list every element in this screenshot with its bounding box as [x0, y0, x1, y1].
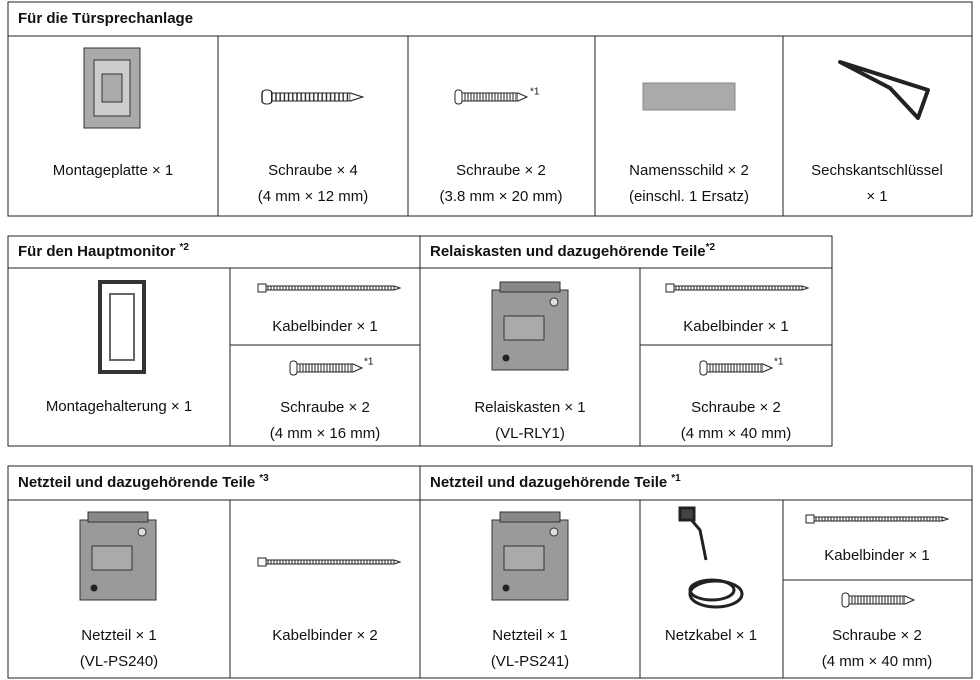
header-title: Relaiskasten und dazugehörende Teile — [430, 243, 706, 260]
bracket-icon — [98, 280, 146, 374]
item-label: Sechskantschlüssel — [811, 162, 943, 179]
item-label: Montageplatte × 1 — [53, 162, 174, 179]
hex-key-icon — [838, 60, 930, 120]
footnote-mark: *3 — [259, 473, 269, 484]
header-title: Netzteil und dazugehörende Teile — [18, 474, 255, 491]
item-label: Relaiskasten × 1 — [474, 399, 585, 416]
section-header: Relaiskasten und dazugehörende Teile*2 — [430, 242, 716, 260]
item-detail: (VL-PS240) — [80, 653, 158, 670]
item-label: Netzteil × 1 — [81, 627, 156, 644]
footnote-mark: *1 — [364, 357, 374, 368]
item-detail: (VL-RLY1) — [495, 425, 565, 442]
section-header: Netzteil und dazugehörende Teile *3 — [18, 473, 269, 491]
header-title: Netzteil und dazugehörende Teile — [430, 474, 667, 491]
power-supply-icon — [491, 511, 569, 601]
section-header: Für den Hauptmonitor *2 — [18, 242, 189, 260]
name-plate-icon — [642, 82, 736, 111]
screw-icon — [289, 360, 363, 376]
section-header: Netzteil und dazugehörende Teile *1 — [430, 473, 681, 491]
item-detail: (VL-PS241) — [491, 653, 569, 670]
item-label: Montagehalterung × 1 — [46, 398, 192, 415]
footnote-mark: *1 — [530, 87, 540, 98]
screw-icon — [454, 89, 528, 105]
section-header: Für die Türsprechanlage — [18, 10, 193, 27]
cable-tie-icon — [257, 557, 401, 567]
footnote-mark: *2 — [706, 242, 716, 253]
screw-icon — [841, 592, 915, 608]
header-title: Für den Hauptmonitor — [18, 243, 176, 260]
item-detail: (einschl. 1 Ersatz) — [629, 188, 749, 205]
mounting-plate-icon — [83, 47, 141, 129]
cable-tie-icon — [805, 514, 949, 524]
item-detail: (4 mm × 40 mm) — [681, 425, 791, 442]
footnote-mark: *1 — [671, 473, 681, 484]
table-frame — [7, 1, 973, 217]
power-cable-icon — [678, 506, 744, 609]
item-label: Schraube × 2 — [456, 162, 546, 179]
table-frame — [7, 465, 973, 679]
item-detail: (4 mm × 12 mm) — [258, 188, 368, 205]
item-label: Kabelbinder × 1 — [683, 318, 789, 335]
screw-icon — [261, 89, 364, 105]
item-label: Namensschild × 2 — [629, 162, 749, 179]
item-detail: (4 mm × 40 mm) — [822, 653, 932, 670]
cable-tie-icon — [257, 283, 401, 293]
item-label: Schraube × 2 — [832, 627, 922, 644]
screw-icon — [699, 360, 773, 376]
item-detail: (3.8 mm × 20 mm) — [440, 188, 563, 205]
power-supply-icon — [79, 511, 157, 601]
item-label: Schraube × 2 — [691, 399, 781, 416]
item-detail: (4 mm × 16 mm) — [270, 425, 380, 442]
item-label: Netzteil × 1 — [492, 627, 567, 644]
item-label: Schraube × 4 — [268, 162, 358, 179]
item-label: Kabelbinder × 1 — [824, 547, 930, 564]
item-label: Netzkabel × 1 — [665, 627, 757, 644]
cable-tie-icon — [665, 283, 809, 293]
item-label: Kabelbinder × 1 — [272, 318, 378, 335]
footnote-mark: *1 — [774, 357, 784, 368]
item-label: Schraube × 2 — [280, 399, 370, 416]
relay-box-icon — [491, 281, 569, 371]
footnote-mark: *2 — [180, 242, 190, 253]
item-detail: × 1 — [866, 188, 887, 205]
item-label: Kabelbinder × 2 — [272, 627, 378, 644]
